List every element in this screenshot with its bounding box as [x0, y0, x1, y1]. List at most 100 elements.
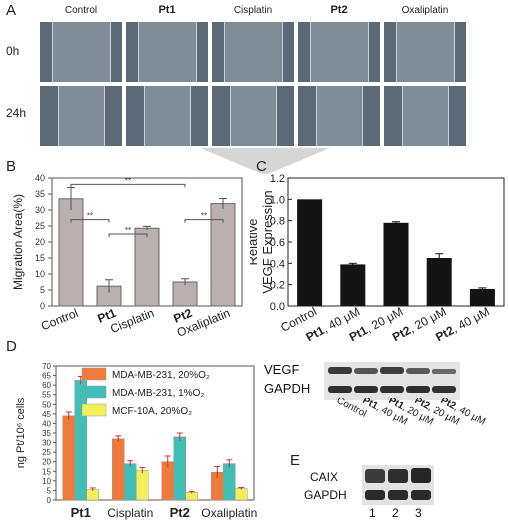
row-head-0h: 0h	[6, 44, 20, 58]
micrograph-24h-3	[298, 86, 380, 146]
chart-c: 0.0 0.2 0.4 0.6 0.8 1.0 1.2 Relative VEGF Expres…	[250, 173, 505, 344]
chart-d-ytick-label-2: 10	[42, 477, 51, 486]
col-head-pt2: Pt2	[330, 4, 348, 16]
chart-b-sig-label-3: **	[201, 212, 207, 221]
col-head-oxaliplatin: Oxaliplatin	[401, 5, 449, 16]
chart-c-bar-3	[426, 258, 452, 306]
chart-d-ytick-label-11: 55	[42, 391, 51, 400]
micrograph-0h-3	[298, 22, 380, 82]
chart-b-ytick-label-1: 5	[40, 285, 45, 295]
chart-d-legend-swatch-2	[81, 403, 107, 417]
chart-d-ytick-label-12: 60	[42, 381, 51, 390]
chart-b-bar-3	[172, 281, 198, 307]
chart-b-xlabel-3: Pt2	[172, 306, 195, 326]
chart-b-ytick-label-0: 0	[40, 301, 45, 311]
chart-b-sig-label-1: **	[125, 226, 131, 235]
chart-b-sig-label-0: **	[87, 212, 93, 221]
chart-b-ytick-label-8: 40	[35, 173, 45, 183]
chart-b-sig-bracket-3	[184, 219, 224, 223]
chart-d-xlabel-3: Oxaliplatin	[201, 506, 257, 520]
chart-c-ytick-label-3: 0.6	[270, 237, 285, 249]
chart-c-ytick-label-0: 0.0	[270, 301, 285, 313]
chart-d-ytick-label-5: 25	[42, 448, 51, 457]
chart-d-bar-1-1	[124, 463, 137, 501]
chart-d-ytick-label-1: 5	[47, 486, 52, 495]
chart-d-bar-1-3	[223, 463, 236, 501]
chart-b-ytick-label-3: 15	[35, 253, 45, 263]
panel-letter-c: C	[256, 158, 267, 175]
chart-c-ytick-label-6: 1.2	[270, 173, 285, 185]
chart-b-xlabel-2: Cisplatin	[108, 306, 156, 336]
chart-d-ytick-label-9: 45	[42, 410, 51, 419]
chart-b: 0 5 10 15 20 25 30 35 40 Migration Area(%) Control…	[11, 173, 243, 340]
chart-d-ytick-label-6: 30	[42, 439, 51, 448]
chart-d-bar-2-1	[136, 470, 149, 501]
panel-letter-e: E	[290, 452, 301, 469]
micrograph-0h-1	[126, 22, 208, 82]
chart-d-legend-label-2: MCF-10A, 20%O₂	[112, 406, 192, 417]
arrow-graphic	[200, 148, 330, 174]
micrograph-24h-1	[126, 86, 208, 146]
chart-b-ytick-label-2: 10	[35, 269, 45, 279]
chart-d-xlabel-2: Pt2	[170, 505, 190, 520]
chart-d-bar-2-3	[235, 488, 248, 501]
chart-d-xlabel-0: Pt1	[71, 505, 91, 520]
blot-c-label-gapdh: GAPDH	[264, 381, 311, 396]
chart-b-xlabel-1: Pt1	[96, 306, 119, 326]
micrograph-24h-2	[212, 86, 294, 146]
chart-d-ytick-label-13: 65	[42, 372, 51, 381]
chart-c-bar-2	[383, 222, 409, 306]
chart-b-sig-bracket-2	[70, 183, 186, 188]
chart-d-bar-0-1	[112, 438, 125, 501]
panel-letter-d: D	[6, 338, 17, 355]
chart-b-sig-bracket-1	[108, 233, 148, 237]
chart-b-sig-bracket-0	[70, 219, 110, 223]
chart-c-bar-4	[469, 288, 495, 306]
micrograph-0h-0	[40, 22, 122, 82]
chart-d-bar-0-0	[62, 415, 75, 501]
blot-e-label-gapdh: GAPDH	[304, 488, 347, 502]
chart-d-bar-1-2	[173, 436, 186, 501]
row-head-24h: 24h	[6, 106, 27, 120]
chart-d-ylabel: ng Pt/10⁶ cells	[15, 397, 27, 468]
chart-d-xlabel-1: Cisplatin	[107, 506, 153, 520]
chart-d-ytick-label-4: 20	[42, 458, 51, 467]
chart-d-bar-0-2	[161, 461, 174, 501]
micrograph-0h-4	[384, 22, 466, 82]
blot-e-lane-1: 1	[369, 506, 376, 520]
chart-d-ytick-label-3: 15	[42, 467, 51, 476]
chart-d-ytick-label-7: 35	[42, 429, 51, 438]
blot-e-image	[362, 465, 434, 505]
chart-b-ytick-label-4: 20	[35, 237, 45, 247]
chart-d-legend-swatch-0	[81, 367, 107, 381]
chart-b-ytick-label-7: 35	[35, 189, 45, 199]
chart-c-ylabel-line1: Relative	[250, 219, 260, 266]
chart-c-ylabel-line2: VEGF Expression	[260, 190, 275, 293]
blot-e-lane-2: 2	[392, 506, 399, 520]
chart-b-ytick-label-6: 30	[35, 205, 45, 215]
chart-d-ytick-label-14: 70	[42, 362, 51, 371]
micrograph-24h-0	[40, 86, 122, 146]
chart-b-sig-label-2: **	[125, 176, 131, 185]
chart-d-ytick-label-0: 0	[47, 496, 52, 505]
chart-d-legend-swatch-1	[81, 385, 107, 399]
chart-c-bar-0	[297, 199, 323, 306]
micrograph-0h-2	[212, 22, 294, 82]
chart-c-ytick-label-5: 1.0	[270, 194, 285, 206]
chart-d-ytick-label-8: 40	[42, 419, 51, 428]
chart-d-bar-2-0	[86, 489, 99, 501]
chart-b-xlabel-0: Control	[39, 306, 80, 333]
chart-d-bar-1-0	[74, 380, 87, 501]
chart-b-bar-0	[58, 198, 84, 307]
chart-d-legend-label-0: MDA-MB-231, 20%O₂	[112, 370, 210, 381]
chart-d-ytick-label-10: 50	[42, 400, 51, 409]
blot-c-image	[324, 362, 460, 400]
blot-e-label-caix: CAIX	[310, 470, 339, 484]
panel-letter-b: B	[6, 158, 17, 175]
chart-b-bar-2	[134, 227, 160, 307]
chart-c-ytick-label-1: 0.2	[270, 280, 285, 292]
micrograph-24h-4	[384, 86, 466, 146]
chart-d-bar-2-2	[185, 492, 198, 501]
